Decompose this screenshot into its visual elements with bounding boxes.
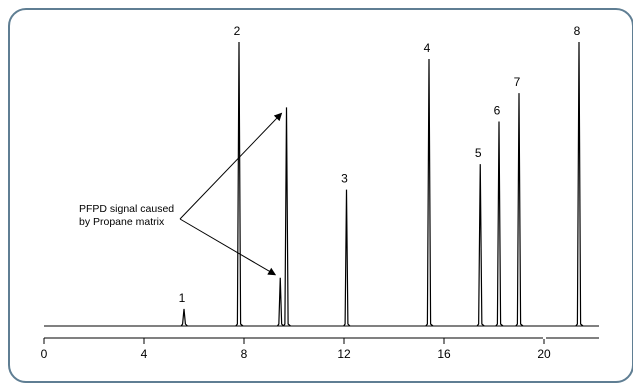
peak bbox=[495, 121, 504, 327]
x-tick-label: 12 bbox=[337, 347, 351, 361]
peak bbox=[235, 41, 244, 327]
x-tick-label: 8 bbox=[241, 347, 248, 361]
annotation-arrow bbox=[179, 112, 283, 220]
peak-label: 8 bbox=[574, 24, 581, 38]
peak-label: 2 bbox=[234, 24, 241, 38]
peak-label: 4 bbox=[424, 41, 431, 55]
x-tick-label: 20 bbox=[537, 347, 551, 361]
peak-label: 6 bbox=[494, 104, 501, 118]
peak-labels: 1 2 3 4 5 6 7 8 bbox=[179, 24, 581, 305]
chart-frame bbox=[8, 8, 633, 383]
x-tick-label: 16 bbox=[437, 347, 451, 361]
annotation-arrow bbox=[179, 218, 277, 276]
chromatogram-trace bbox=[44, 41, 599, 327]
peak-label: 5 bbox=[475, 146, 482, 160]
peak-label: 3 bbox=[341, 172, 348, 186]
peak bbox=[343, 189, 351, 327]
x-tick-label: 4 bbox=[141, 347, 148, 361]
peak bbox=[515, 93, 524, 327]
peak bbox=[476, 164, 485, 327]
x-axis: 0 4 8 12 16 20 bbox=[41, 337, 599, 361]
peak bbox=[425, 59, 434, 327]
peak-label: 7 bbox=[514, 75, 521, 89]
annotation-line-2: by Propane matrix bbox=[79, 216, 165, 228]
peak bbox=[180, 308, 188, 327]
x-tick-label: 0 bbox=[41, 347, 48, 361]
annotation: PFPD signal caused by Propane matrix bbox=[79, 112, 283, 276]
peak bbox=[276, 277, 285, 327]
peak bbox=[575, 41, 584, 327]
peak bbox=[282, 107, 291, 327]
annotation-line-1: PFPD signal caused bbox=[79, 203, 174, 215]
peak-label: 1 bbox=[179, 291, 186, 305]
